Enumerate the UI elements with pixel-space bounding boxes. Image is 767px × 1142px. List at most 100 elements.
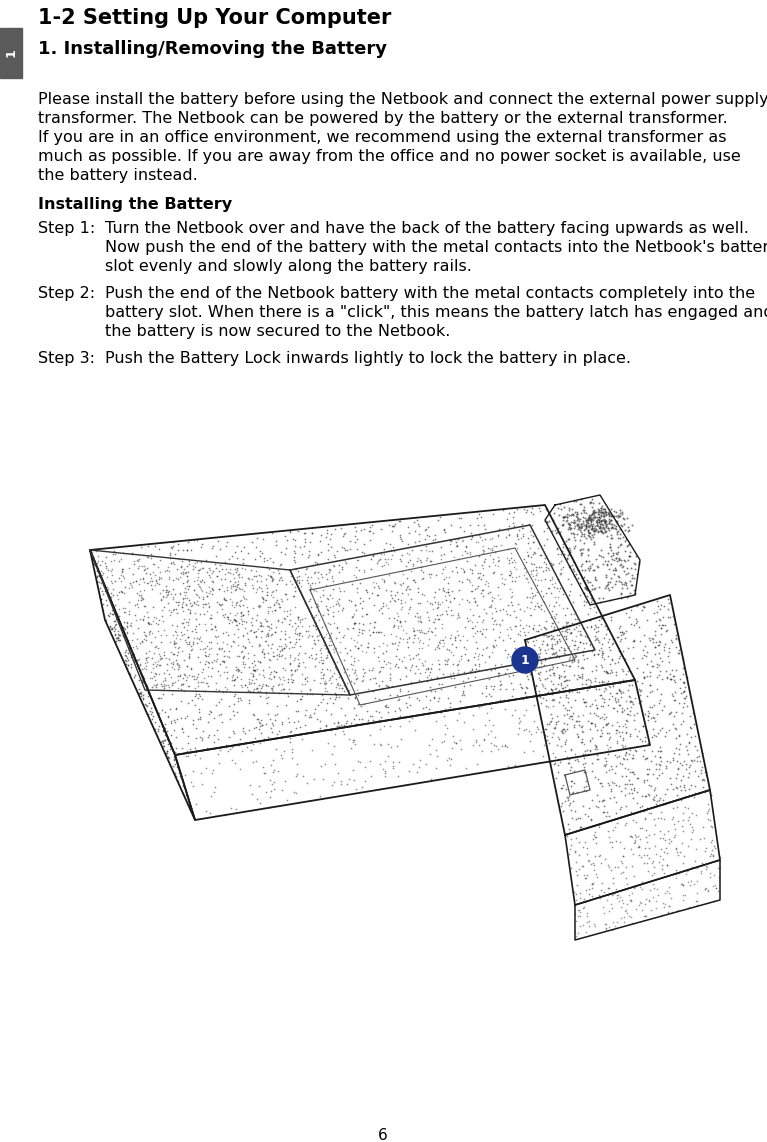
Point	[276, 640, 288, 658]
Point	[598, 850, 611, 868]
Point	[124, 576, 137, 594]
Point	[459, 759, 472, 778]
Point	[667, 715, 679, 733]
Point	[348, 533, 360, 552]
Point	[179, 582, 192, 601]
Point	[268, 668, 280, 686]
Point	[599, 552, 611, 570]
Point	[189, 678, 202, 697]
Point	[591, 629, 603, 648]
Point	[440, 590, 453, 609]
Point	[164, 554, 176, 572]
Point	[581, 579, 593, 597]
Point	[630, 742, 642, 761]
Point	[595, 512, 607, 530]
Point	[596, 497, 608, 515]
Point	[627, 694, 640, 713]
Point	[518, 721, 530, 739]
Point	[520, 719, 532, 738]
Point	[522, 617, 535, 635]
Point	[577, 838, 589, 856]
Point	[402, 577, 414, 595]
Point	[591, 500, 604, 518]
Point	[548, 755, 561, 773]
Point	[216, 605, 229, 624]
Point	[172, 667, 184, 685]
Point	[232, 565, 244, 584]
Point	[455, 740, 467, 758]
Point	[408, 620, 420, 638]
Point	[412, 644, 424, 662]
Point	[283, 628, 295, 646]
Point	[509, 756, 522, 774]
Point	[584, 557, 596, 576]
Point	[509, 560, 522, 578]
Point	[584, 611, 596, 629]
Point	[518, 683, 531, 701]
Point	[237, 605, 249, 624]
Point	[265, 756, 278, 774]
Point	[347, 664, 360, 682]
Point	[617, 683, 629, 701]
Point	[584, 493, 597, 512]
Point	[633, 846, 645, 864]
Point	[594, 697, 607, 715]
Point	[577, 642, 589, 660]
Point	[673, 777, 686, 795]
Point	[568, 610, 581, 628]
Point	[111, 605, 123, 624]
Point	[137, 686, 150, 705]
Point	[519, 553, 532, 571]
Point	[311, 595, 324, 613]
Point	[179, 630, 191, 649]
Point	[175, 676, 187, 694]
Point	[574, 504, 587, 522]
Point	[596, 777, 608, 795]
Point	[349, 518, 361, 537]
Point	[562, 814, 574, 833]
Point	[373, 677, 385, 695]
Point	[193, 561, 206, 579]
Point	[548, 748, 561, 766]
Point	[487, 636, 499, 654]
Point	[647, 742, 659, 761]
Point	[289, 661, 301, 679]
Point	[210, 652, 222, 670]
Point	[410, 621, 423, 640]
Point	[578, 498, 590, 516]
Point	[596, 874, 608, 892]
Point	[540, 644, 552, 662]
Point	[571, 516, 584, 534]
Point	[347, 606, 360, 625]
Point	[152, 621, 164, 640]
Point	[229, 611, 241, 629]
Point	[629, 721, 641, 739]
Point	[279, 649, 291, 667]
Point	[561, 598, 574, 617]
Point	[503, 629, 515, 648]
Point	[235, 643, 247, 661]
Point	[690, 777, 702, 795]
Point	[573, 668, 585, 686]
Point	[328, 613, 340, 632]
Point	[555, 654, 568, 673]
Point	[614, 852, 627, 870]
Text: much as possible. If you are away from the office and no power socket is availab: much as possible. If you are away from t…	[38, 148, 741, 164]
Point	[597, 516, 609, 534]
Point	[591, 797, 603, 815]
Point	[466, 719, 479, 738]
Point	[230, 596, 242, 614]
Point	[588, 847, 601, 866]
Point	[508, 557, 520, 576]
Point	[611, 713, 623, 731]
Point	[379, 766, 391, 785]
Point	[598, 507, 611, 525]
Point	[396, 652, 408, 670]
Point	[524, 588, 536, 606]
Point	[568, 553, 581, 571]
Point	[275, 569, 287, 587]
Point	[616, 576, 628, 594]
Point	[219, 653, 231, 671]
Point	[592, 505, 604, 523]
Point	[433, 640, 445, 658]
